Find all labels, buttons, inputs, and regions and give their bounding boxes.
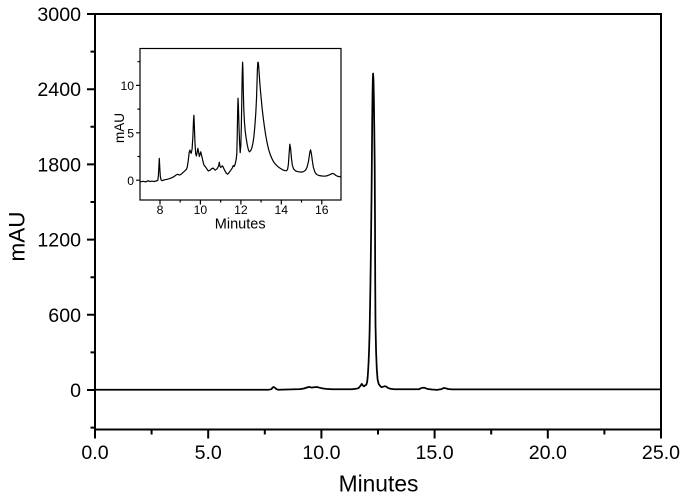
svg-text:25.0: 25.0 xyxy=(642,442,680,464)
svg-text:600: 600 xyxy=(48,305,81,327)
svg-text:12: 12 xyxy=(234,203,248,217)
svg-text:5: 5 xyxy=(127,127,134,141)
svg-text:1800: 1800 xyxy=(37,154,81,176)
svg-text:10: 10 xyxy=(120,79,134,93)
svg-text:10.0: 10.0 xyxy=(302,442,340,464)
svg-text:14: 14 xyxy=(275,203,289,217)
svg-text:16: 16 xyxy=(315,203,329,217)
svg-text:0: 0 xyxy=(70,380,81,402)
svg-text:1200: 1200 xyxy=(37,230,81,252)
svg-text:2400: 2400 xyxy=(37,79,81,101)
svg-text:3000: 3000 xyxy=(37,4,81,26)
svg-text:mAU: mAU xyxy=(112,113,127,143)
svg-text:15.0: 15.0 xyxy=(416,442,454,464)
svg-text:10: 10 xyxy=(194,203,208,217)
svg-text:0: 0 xyxy=(127,174,134,188)
svg-text:20.0: 20.0 xyxy=(529,442,567,464)
svg-text:8: 8 xyxy=(157,203,164,217)
svg-text:0.0: 0.0 xyxy=(81,442,108,464)
svg-text:Minutes: Minutes xyxy=(215,217,266,233)
svg-text:mAU: mAU xyxy=(5,212,30,262)
svg-text:Minutes: Minutes xyxy=(339,471,419,497)
svg-text:5.0: 5.0 xyxy=(195,442,222,464)
